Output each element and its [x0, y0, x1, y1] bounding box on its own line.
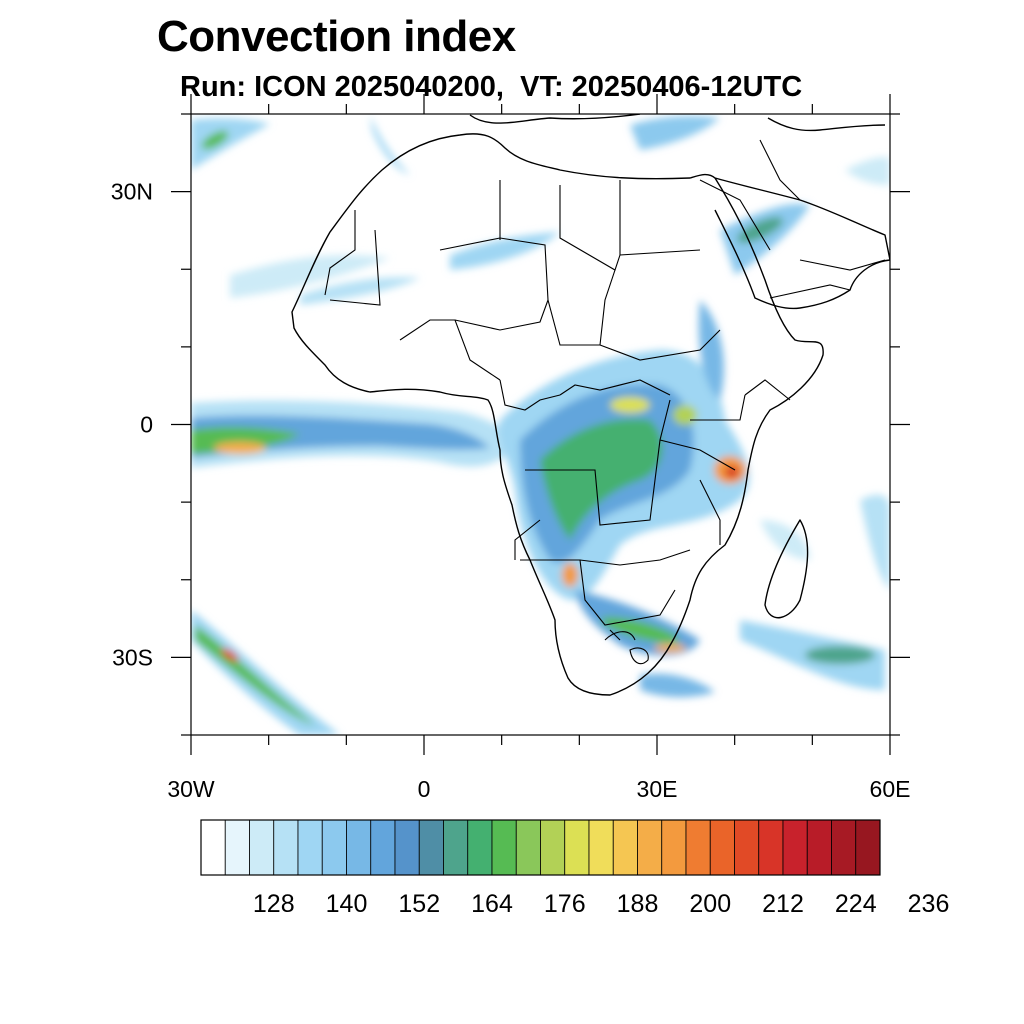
- colorbar: [200, 819, 881, 876]
- map-subtitle: Run: ICON 2025040200, VT: 20250406-12UTC: [180, 71, 803, 103]
- levant-coast: [767, 117, 886, 132]
- east-africa-core: [725, 466, 739, 478]
- axis-tick-labels: 30W 0 30E 60E 30N 0 30S: [111, 179, 911, 802]
- colorbar-label: 164: [471, 890, 513, 918]
- colorbar-label: 236: [908, 890, 950, 918]
- country-borders: [324, 139, 886, 665]
- y-tick-label: 30N: [111, 179, 153, 205]
- y-tick-label: 0: [140, 412, 153, 438]
- colorbar-label: 188: [617, 890, 659, 918]
- colorbar-swatch: [831, 819, 857, 876]
- south-atlantic-front: [191, 610, 340, 735]
- europe-coast: [469, 114, 641, 124]
- colorbar-swatch: [370, 819, 396, 876]
- madagascar: [764, 519, 809, 619]
- x-tick-label: 60E: [870, 776, 911, 802]
- colorbar-swatch: [734, 819, 760, 876]
- colorbar-swatch: [394, 819, 420, 876]
- colorbar-swatch: [297, 819, 323, 876]
- colorbar-swatch: [491, 819, 517, 876]
- colorbar-swatch: [273, 819, 299, 876]
- convection-shading: [191, 115, 890, 735]
- colorbar-swatch: [685, 819, 711, 876]
- axis-ticks: [171, 94, 910, 755]
- colorbar-swatch: [588, 819, 614, 876]
- colorbar-swatch: [224, 819, 250, 876]
- colorbar-frame: [200, 819, 881, 876]
- colorbar-swatch: [200, 819, 226, 876]
- colorbar-swatch: [515, 819, 541, 876]
- colorbar-swatch: [418, 819, 444, 876]
- colorbar-label: 224: [835, 890, 877, 918]
- colorbar-swatch: [467, 819, 493, 876]
- colorbar-swatch: [249, 819, 275, 876]
- colorbar-swatch: [321, 819, 347, 876]
- colorbar-swatch: [758, 819, 784, 876]
- colorbar-label: 176: [544, 890, 586, 918]
- colorbar-swatch: [443, 819, 469, 876]
- central-africa-green: [540, 419, 663, 540]
- y-tick-label: 30S: [112, 644, 153, 670]
- colorbar-swatch: [564, 819, 590, 876]
- colorbar-swatch: [855, 819, 881, 876]
- itcz-hotspot: [214, 442, 266, 454]
- colorbar-labels: 128 140 152 164 176 188 200 212 224 236: [253, 890, 949, 918]
- colorbar-swatch: [661, 819, 687, 876]
- africa-coastline: [291, 133, 824, 696]
- x-tick-label: 30W: [167, 776, 215, 802]
- colorbar-swatch: [346, 819, 372, 876]
- colorbar-swatch: [637, 819, 663, 876]
- colorbar-swatch: [612, 819, 638, 876]
- colorbar-swatch: [709, 819, 735, 876]
- colorbar-label: 200: [689, 890, 731, 918]
- colorbar-label: 152: [398, 890, 440, 918]
- colorbar-label: 140: [326, 890, 368, 918]
- colorbar-swatch: [540, 819, 566, 876]
- colorbar-swatch: [782, 819, 808, 876]
- colorbar-label: 128: [253, 890, 295, 918]
- colorbar-label: 212: [762, 890, 804, 918]
- colorbar-swatch: [806, 819, 832, 876]
- x-tick-label: 0: [418, 776, 431, 802]
- map-title: Convection index: [157, 12, 516, 61]
- x-tick-label: 30E: [637, 776, 678, 802]
